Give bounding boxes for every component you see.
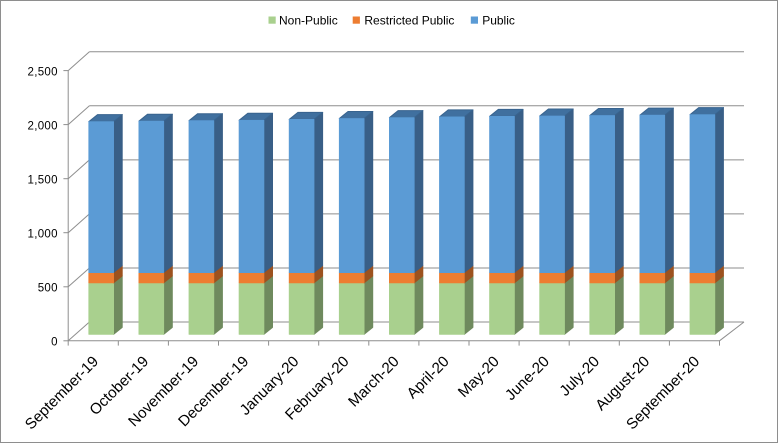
svg-text:1,500: 1,500 bbox=[28, 175, 58, 187]
svg-text:2,000: 2,000 bbox=[28, 120, 58, 132]
svg-text:2,500: 2,500 bbox=[28, 66, 58, 78]
svg-text:1,000: 1,000 bbox=[28, 229, 58, 241]
svg-text:0: 0 bbox=[51, 337, 58, 349]
svg-text:Public: Public bbox=[482, 13, 515, 27]
svg-text:Restricted Public: Restricted Public bbox=[364, 13, 454, 27]
svg-text:Non-Public: Non-Public bbox=[279, 13, 338, 27]
svg-text:500: 500 bbox=[38, 283, 58, 295]
